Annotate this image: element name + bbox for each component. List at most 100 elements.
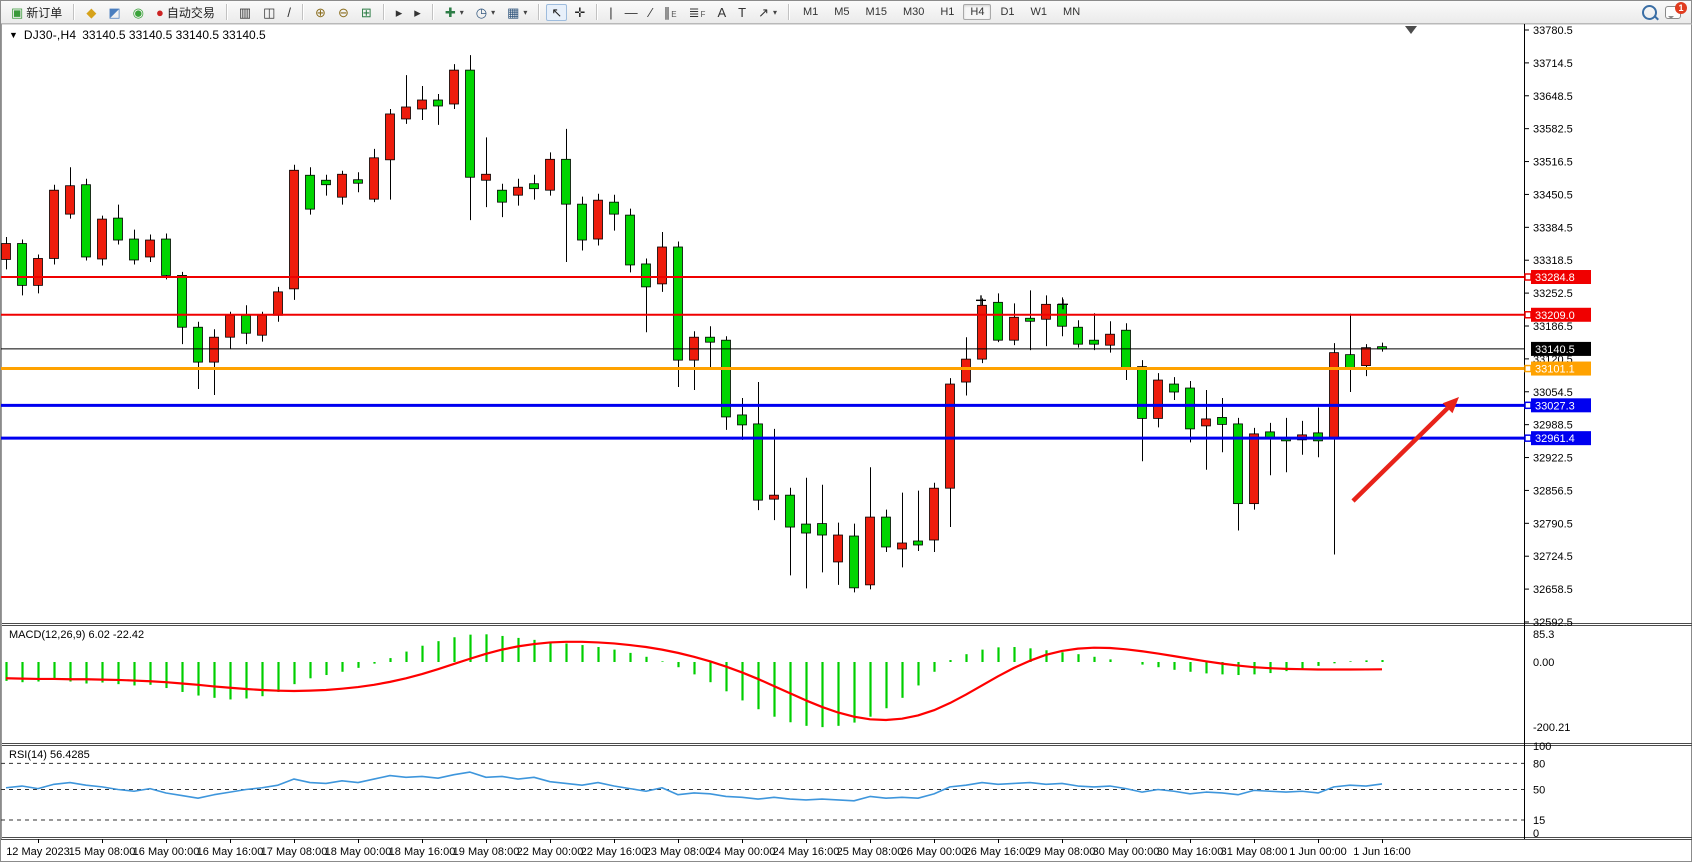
candle-body[interactable] [993, 301, 1003, 341]
candle-body[interactable] [1185, 387, 1195, 430]
dropdown-caret-icon[interactable]: ▾ [772, 7, 777, 17]
candle-body[interactable] [433, 99, 443, 107]
candle-body[interactable] [1153, 379, 1163, 419]
hline-marker[interactable] [1524, 401, 1532, 410]
candle-body[interactable] [241, 314, 251, 334]
candle-body[interactable] [817, 523, 827, 536]
timeframe-w1-button[interactable]: W1 [1030, 6, 1048, 18]
trend-arrow-head[interactable] [1442, 397, 1459, 414]
hline-marker[interactable] [1524, 364, 1532, 373]
candle-body[interactable] [705, 336, 715, 343]
zoom-out-button[interactable]: ⊖ [333, 4, 354, 21]
candle-body[interactable] [961, 358, 971, 383]
candle-body[interactable] [801, 523, 811, 534]
candle-body[interactable] [209, 336, 219, 363]
candle-body[interactable] [849, 535, 859, 589]
chart-shift-button[interactable]: ▸ [391, 4, 408, 21]
candle-body[interactable] [737, 414, 747, 426]
candle-body[interactable] [1, 243, 11, 260]
candle-body[interactable] [1009, 316, 1019, 341]
candle-body[interactable] [193, 326, 203, 363]
candle-body[interactable] [769, 494, 779, 500]
timeframe-h1-button[interactable]: H1 [940, 6, 955, 18]
gold-button[interactable]: ◆ [81, 4, 101, 21]
timeframe-m30-button[interactable]: M30 [902, 6, 925, 18]
bar-chart-button[interactable]: ▥ [234, 4, 256, 21]
candle-body[interactable] [177, 275, 187, 328]
candle-body[interactable] [353, 179, 363, 184]
shift-marker-icon[interactable] [1405, 26, 1417, 34]
signal-button[interactable]: ◉ [128, 4, 149, 21]
trader-button[interactable]: ◩ [103, 4, 125, 21]
text-button[interactable]: A [712, 4, 731, 21]
dropdown-caret-icon[interactable]: ▾ [459, 7, 464, 17]
candle-body[interactable] [1073, 326, 1083, 345]
candle-body[interactable] [129, 238, 139, 261]
line-chart-button[interactable]: / [282, 4, 296, 21]
candle-body[interactable] [481, 173, 491, 181]
candle-body[interactable] [225, 314, 235, 338]
dropdown-caret-icon[interactable]: ▾ [491, 7, 496, 17]
zoom-in-button[interactable]: ⊕ [310, 4, 331, 21]
timeframe-mn-button[interactable]: MN [1063, 6, 1081, 18]
candle-body[interactable] [593, 199, 603, 240]
candle-body[interactable] [1361, 347, 1371, 367]
candle-body[interactable] [337, 173, 347, 198]
candle-body[interactable] [721, 339, 731, 418]
auto-trading-button[interactable]: ● 自动交易 [151, 4, 220, 21]
candle-body[interactable] [145, 239, 155, 258]
trendline-button[interactable]: ∕ [645, 4, 657, 21]
candle-body[interactable] [1249, 433, 1259, 505]
candle-body[interactable] [833, 534, 843, 563]
channel-button[interactable]: ∥ E [659, 4, 682, 21]
candle-body[interactable] [865, 516, 875, 586]
vertical-line-button[interactable]: | [604, 4, 617, 21]
candle-body[interactable] [625, 214, 635, 266]
candle-body[interactable] [673, 246, 683, 361]
candle-body[interactable] [33, 258, 43, 286]
cursor-button[interactable]: ↖ [546, 3, 568, 21]
timeframe-m1-button[interactable]: M1 [802, 6, 819, 18]
candle-body[interactable] [977, 304, 987, 360]
candle-body[interactable] [609, 201, 619, 215]
candle-body[interactable] [49, 189, 59, 259]
candle-body[interactable] [641, 263, 651, 288]
candle-body[interactable] [257, 314, 267, 336]
candle-body[interactable] [497, 189, 507, 203]
horizontal-line-button[interactable]: — [620, 4, 643, 21]
candle-body[interactable] [401, 106, 411, 120]
candle-body[interactable] [1329, 352, 1339, 440]
candle-body[interactable] [321, 179, 331, 186]
candle-body[interactable] [897, 542, 907, 550]
search-icon[interactable] [1642, 4, 1657, 20]
candle-body[interactable] [417, 99, 427, 110]
candle-body[interactable] [657, 246, 667, 285]
candle-body[interactable] [1345, 354, 1355, 368]
candle-body[interactable] [385, 113, 395, 161]
trend-arrow-annotation[interactable] [1351, 406, 1450, 503]
candle-body[interactable] [1201, 418, 1211, 427]
candle-body[interactable] [545, 158, 555, 191]
candle-body[interactable] [1137, 366, 1147, 419]
timeframe-d1-button[interactable]: D1 [1000, 6, 1015, 18]
candle-body[interactable] [81, 184, 91, 258]
candle-body[interactable] [1233, 423, 1243, 505]
hline-marker[interactable] [1524, 273, 1532, 281]
chart-title-bar[interactable]: ▼ DJ30-,H4 33140.5 33140.5 33140.5 33140… [9, 28, 266, 42]
label-button[interactable]: T [733, 4, 751, 21]
candle-body[interactable] [273, 291, 283, 316]
candle-body[interactable] [465, 69, 475, 178]
periods-button[interactable]: ◷ ▾ [471, 4, 500, 21]
candle-body[interactable] [913, 540, 923, 546]
tile-windows-button[interactable]: ⊞ [356, 4, 377, 21]
candle-body[interactable] [1105, 333, 1115, 346]
timeframe-h4-button[interactable]: H4 [963, 4, 992, 20]
candlestick-button[interactable]: ◫ [258, 4, 280, 21]
candle-body[interactable] [449, 69, 459, 105]
hline-marker[interactable] [1524, 311, 1532, 319]
candle-body[interactable] [513, 186, 523, 196]
candle-body[interactable] [113, 217, 123, 241]
candle-body[interactable] [1217, 417, 1227, 425]
candle-body[interactable] [97, 218, 107, 260]
